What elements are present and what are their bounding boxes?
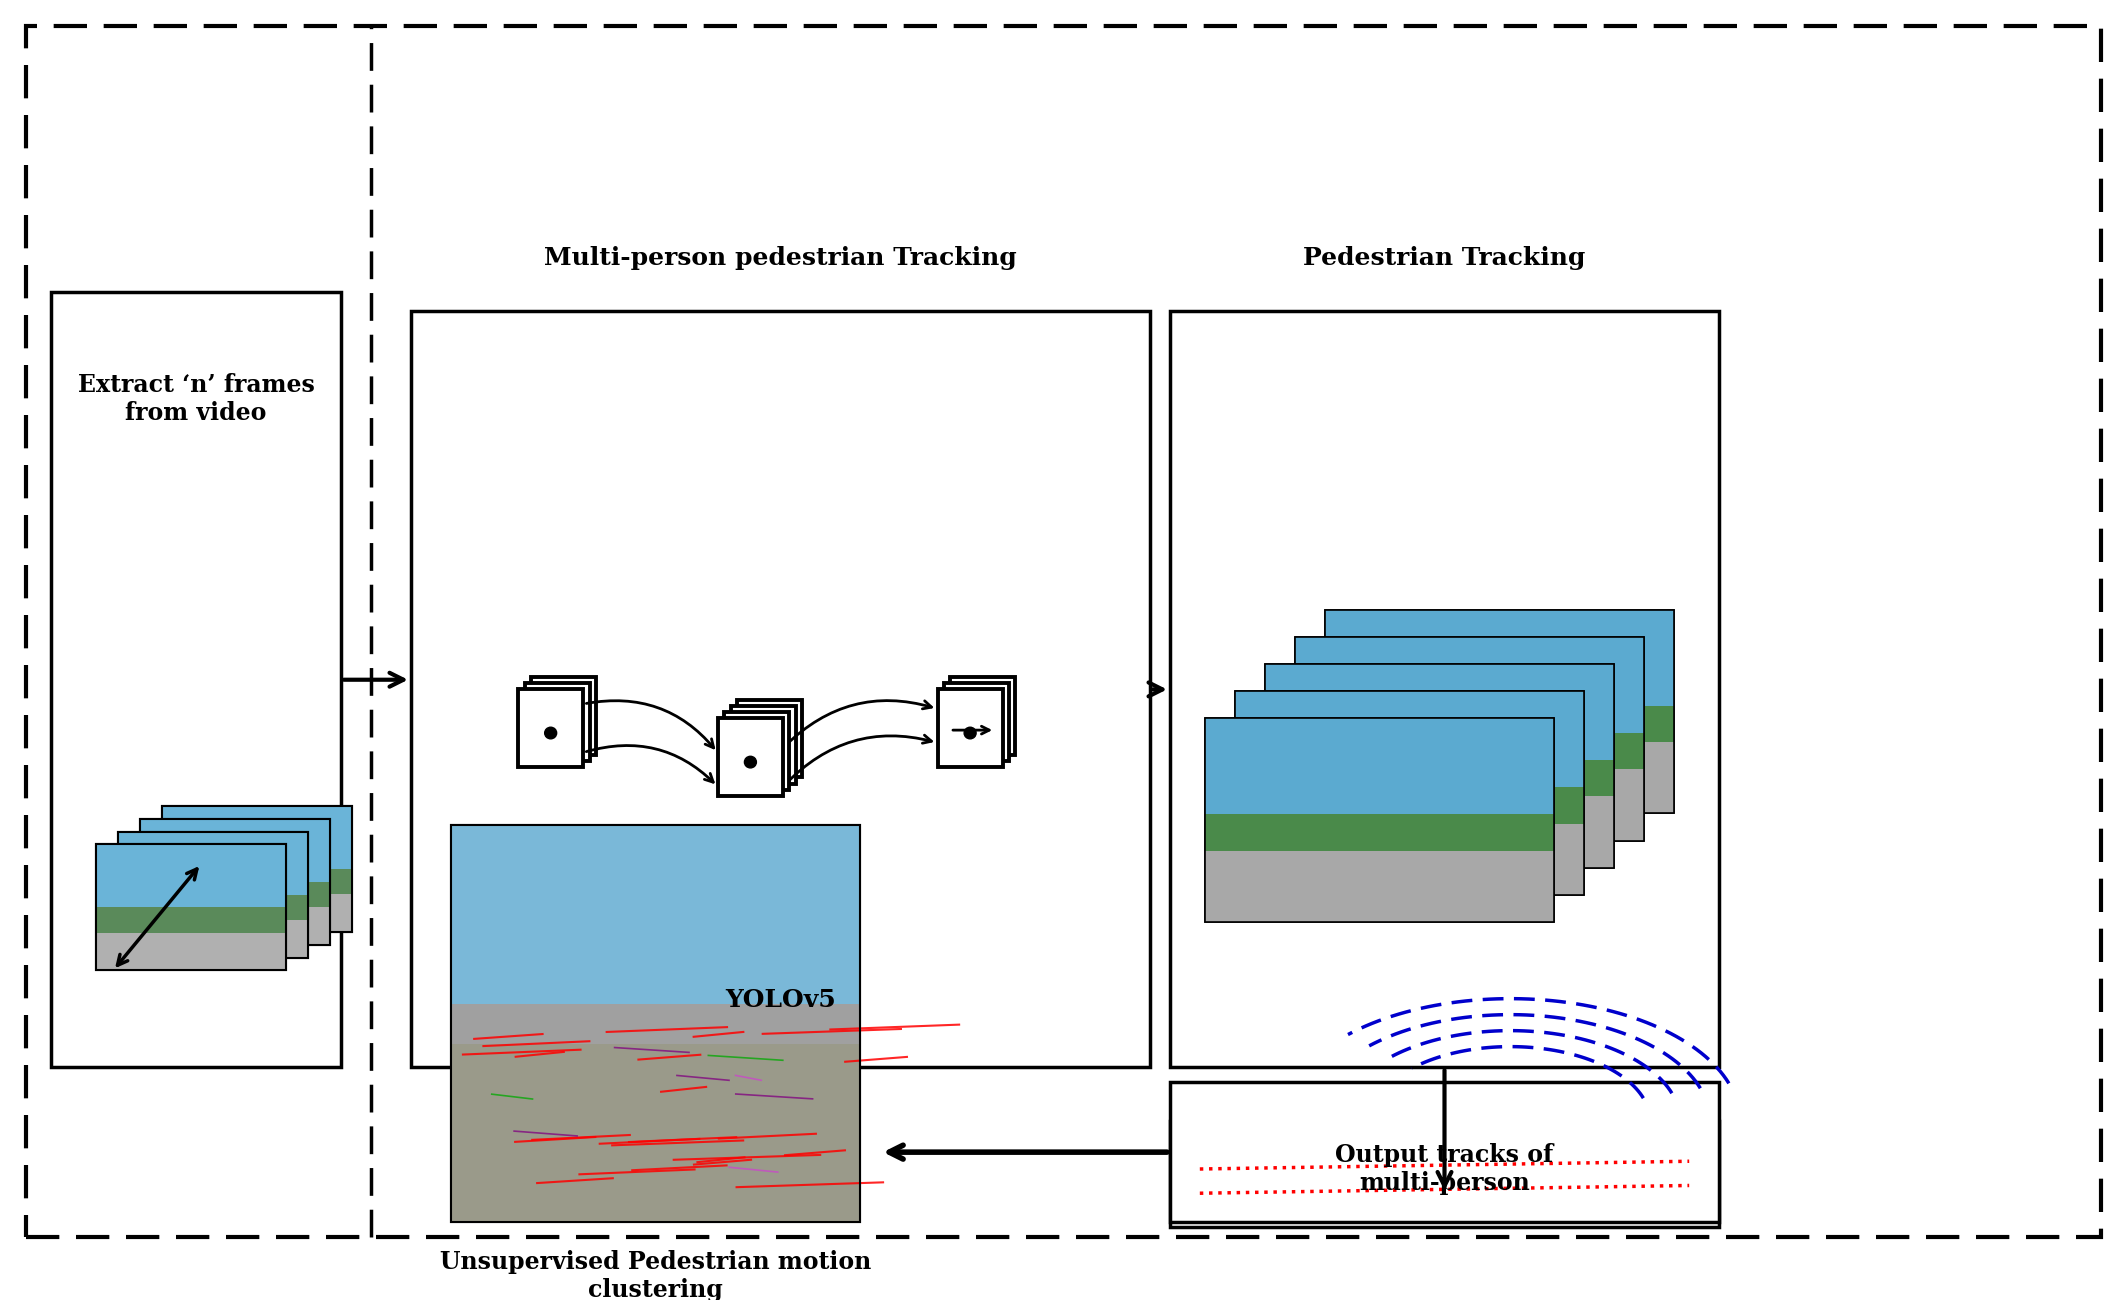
Bar xyxy=(1266,760,1614,797)
Bar xyxy=(119,832,308,958)
Bar xyxy=(1325,706,1674,742)
Bar xyxy=(96,845,285,914)
Text: Pedestrian Tracking: Pedestrian Tracking xyxy=(1304,246,1587,270)
Bar xyxy=(119,832,308,958)
Bar xyxy=(532,677,596,754)
Bar xyxy=(119,832,308,901)
Bar xyxy=(451,826,859,1004)
Bar xyxy=(944,684,1008,760)
Bar xyxy=(451,1044,859,1222)
Text: Multi-person pedestrian Tracking: Multi-person pedestrian Tracking xyxy=(545,246,1017,270)
Bar xyxy=(96,907,285,932)
FancyBboxPatch shape xyxy=(51,292,340,1067)
Bar xyxy=(451,826,859,1222)
Bar xyxy=(525,684,589,760)
Bar xyxy=(162,894,351,932)
Bar xyxy=(719,719,783,796)
Bar xyxy=(951,677,1015,754)
Bar xyxy=(1236,692,1585,894)
FancyBboxPatch shape xyxy=(411,312,1151,1067)
Circle shape xyxy=(545,727,557,738)
Bar xyxy=(119,920,308,958)
Bar xyxy=(732,706,795,784)
Bar xyxy=(1325,610,1674,814)
Bar xyxy=(140,907,330,945)
Bar xyxy=(1266,797,1614,867)
Bar xyxy=(1295,637,1644,841)
Bar xyxy=(96,845,285,970)
Bar xyxy=(938,689,1002,767)
FancyBboxPatch shape xyxy=(1170,1121,1719,1227)
Bar xyxy=(140,819,330,945)
Text: Extract ‘n’ frames
from video: Extract ‘n’ frames from video xyxy=(79,373,315,425)
Bar xyxy=(162,806,351,932)
Bar xyxy=(140,881,330,907)
Bar xyxy=(162,806,351,932)
Bar xyxy=(140,819,330,888)
Bar xyxy=(119,894,308,920)
Bar xyxy=(140,819,330,945)
Bar xyxy=(1236,824,1585,894)
Bar xyxy=(451,826,859,1222)
Bar xyxy=(1236,692,1585,793)
Bar xyxy=(1204,850,1555,922)
Text: YOLOv5: YOLOv5 xyxy=(725,988,836,1011)
Bar xyxy=(1204,719,1555,922)
Circle shape xyxy=(964,727,976,738)
Bar xyxy=(1325,610,1674,711)
Bar xyxy=(1204,814,1555,850)
Bar xyxy=(96,845,285,970)
Bar xyxy=(162,870,351,894)
Bar xyxy=(1295,770,1644,841)
FancyBboxPatch shape xyxy=(1170,312,1719,1067)
Bar xyxy=(451,826,859,1222)
Bar xyxy=(1204,719,1555,820)
Bar xyxy=(1295,637,1644,738)
Bar xyxy=(1266,664,1614,766)
Text: Unsupervised Pedestrian motion
clustering: Unsupervised Pedestrian motion clusterin… xyxy=(440,1249,872,1300)
Bar xyxy=(519,689,583,767)
Bar xyxy=(1266,664,1614,867)
Bar xyxy=(96,932,285,970)
Bar xyxy=(1295,733,1644,770)
Bar xyxy=(1236,692,1585,894)
Circle shape xyxy=(744,757,757,768)
Bar xyxy=(1325,610,1674,814)
Bar xyxy=(162,806,351,875)
Bar xyxy=(725,712,789,790)
FancyBboxPatch shape xyxy=(1170,1082,1719,1222)
Bar xyxy=(1266,664,1614,867)
Text: Output tracks of
multi-person: Output tracks of multi-person xyxy=(1336,1143,1553,1195)
Bar xyxy=(1295,637,1644,841)
Bar xyxy=(738,699,802,777)
Bar xyxy=(1325,742,1674,814)
Bar xyxy=(1204,719,1555,922)
Bar xyxy=(1236,786,1585,824)
